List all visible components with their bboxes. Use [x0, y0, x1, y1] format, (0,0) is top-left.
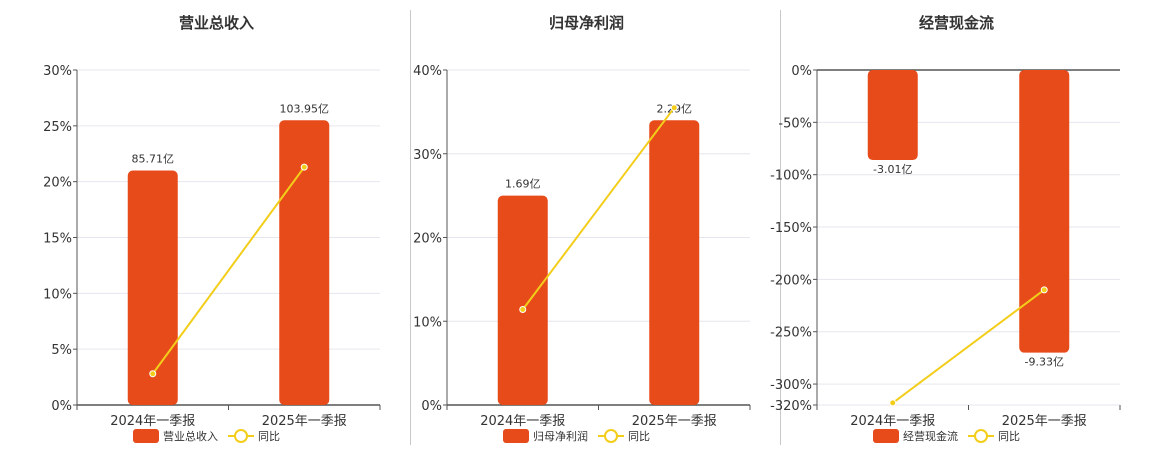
legend-label: 营业总收入: [163, 429, 218, 443]
y-tick-label: -100%: [770, 169, 812, 184]
chart-panel-revenue: 营业总收入 30% 25% 20% 15% 10% 5% 0% 2024年一季报 2025年一季报…: [25, 0, 395, 450]
legend-label: 经营现金流: [903, 429, 958, 443]
bar: [497, 195, 548, 405]
legend-label: 同比: [628, 430, 650, 443]
legend-bar-swatch: [133, 429, 159, 443]
x-tick-label: 2024年一季报: [110, 414, 195, 429]
legend-label: 归母净利润: [533, 429, 588, 443]
series-line: [521, 107, 676, 311]
x-tick-label: 2024年一季报: [480, 414, 565, 429]
y-tick-label: 20%: [43, 176, 72, 191]
y-tick-label: 10%: [43, 287, 72, 302]
y-tick-label: -300%: [770, 378, 812, 393]
bar: [279, 120, 330, 405]
legend-bar-swatch: [503, 429, 529, 443]
bar: [127, 170, 178, 405]
data-label: 85.71亿: [132, 153, 175, 166]
bar: [649, 120, 700, 405]
y-tick-label: -200%: [770, 273, 812, 288]
series-line: [151, 166, 306, 375]
chart-title: 营业总收入: [179, 14, 254, 32]
revenue-chart: 营业总收入 30% 25% 20% 15% 10% 5% 0% 2024年一季报 2025年一季报…: [43, 14, 381, 443]
cash-flow-chart: 经营现金流 0% -50% -100% -150% -200% -250% -300% -320…: [770, 14, 1121, 443]
chart-panel-cash-flow: 经营现金流 0% -50% -100% -150% -200% -250% -300% -320…: [765, 0, 1135, 450]
y-tick-label: 40%: [413, 64, 442, 79]
line-point: [149, 370, 157, 378]
data-label: -9.33亿: [1025, 356, 1064, 369]
legend-line-marker: [974, 429, 988, 443]
x-tick-label: 2024年一季报: [850, 414, 935, 429]
line-point: [519, 306, 527, 314]
bar: [1019, 70, 1070, 353]
chart-panel-net-profit: 归母净利润 40% 30% 20% 10% 0% 2024年一季报 2025年一季报 1.69亿…: [395, 0, 765, 450]
bar: [867, 70, 918, 161]
legend-line-marker: [234, 429, 248, 443]
y-tick-label: 10%: [413, 315, 442, 330]
data-label: 103.95亿: [280, 102, 330, 115]
data-label: -3.01亿: [873, 163, 912, 176]
y-tick-label: 0%: [791, 64, 812, 79]
legend-line-marker: [604, 429, 618, 443]
line-point: [889, 399, 897, 407]
x-tick-label: 2025年一季报: [1002, 414, 1087, 429]
line-point: [300, 163, 308, 171]
y-tick-label: -50%: [778, 116, 812, 131]
panel-divider: [410, 10, 411, 445]
legend-label: 同比: [258, 430, 280, 443]
y-tick-label: 20%: [413, 232, 442, 247]
chart-title: 归母净利润: [549, 14, 624, 32]
y-tick-label: 5%: [51, 343, 72, 358]
line-point: [670, 104, 678, 112]
net-profit-chart: 归母净利润 40% 30% 20% 10% 0% 2024年一季报 2025年一季报 1.69亿…: [413, 14, 751, 443]
data-label: 1.69亿: [505, 178, 541, 191]
legend-bar-swatch: [873, 429, 899, 443]
y-tick-label: 0%: [421, 399, 442, 414]
y-tick-label: 15%: [43, 232, 72, 247]
line-point: [1040, 286, 1048, 294]
y-tick-label: 25%: [43, 120, 72, 135]
y-tick-label: -150%: [770, 221, 812, 236]
x-tick-label: 2025年一季报: [262, 414, 347, 429]
chart-title: 经营现金流: [919, 14, 994, 32]
y-tick-label: -250%: [770, 326, 812, 341]
y-tick-label: 0%: [51, 399, 72, 414]
legend-label: 同比: [998, 430, 1020, 443]
series-line: [892, 289, 1045, 404]
panel-divider: [780, 10, 781, 445]
y-tick-label: -320%: [770, 399, 812, 414]
y-tick-label: 30%: [43, 64, 72, 79]
y-tick-label: 30%: [413, 148, 442, 163]
x-tick-label: 2025年一季报: [632, 414, 717, 429]
